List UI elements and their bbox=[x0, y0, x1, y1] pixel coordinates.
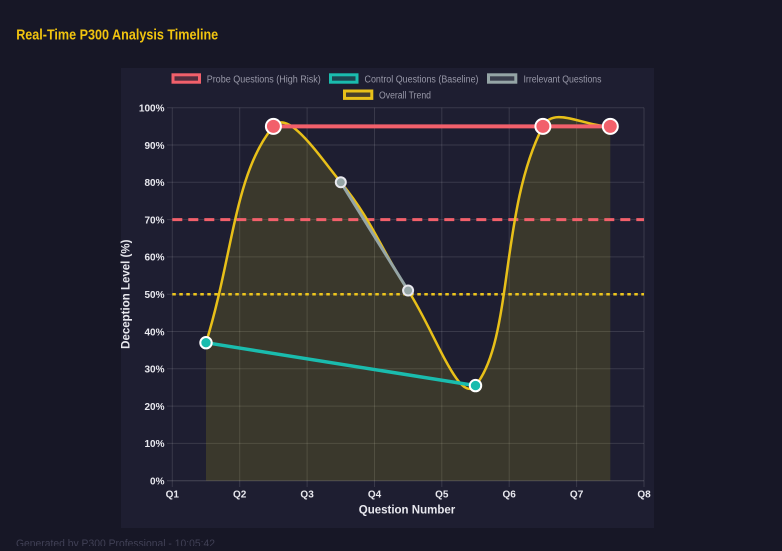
svg-text:60%: 60% bbox=[144, 253, 164, 264]
svg-text:Deception Level (%): Deception Level (%) bbox=[121, 239, 133, 348]
svg-text:Generated by P300 Professional: Generated by P300 Professional - 10:05:4… bbox=[16, 538, 215, 546]
svg-text:30%: 30% bbox=[144, 365, 164, 376]
svg-text:Q1: Q1 bbox=[166, 490, 180, 501]
svg-text:Q5: Q5 bbox=[435, 490, 449, 501]
svg-text:Probe Questions (High Risk): Probe Questions (High Risk) bbox=[207, 75, 321, 86]
svg-text:Q6: Q6 bbox=[503, 490, 517, 501]
svg-text:90%: 90% bbox=[144, 141, 164, 152]
svg-text:70%: 70% bbox=[144, 215, 164, 226]
svg-text:50%: 50% bbox=[144, 290, 164, 301]
svg-text:Q4: Q4 bbox=[368, 490, 382, 501]
svg-text:20%: 20% bbox=[144, 402, 164, 413]
svg-text:Q8: Q8 bbox=[637, 490, 651, 501]
svg-text:10%: 10% bbox=[144, 439, 164, 450]
svg-text:Q2: Q2 bbox=[233, 490, 247, 501]
svg-text:Overall Trend: Overall Trend bbox=[379, 91, 431, 102]
svg-text:Question Number: Question Number bbox=[359, 505, 456, 517]
svg-text:100%: 100% bbox=[139, 104, 165, 115]
svg-text:0%: 0% bbox=[150, 477, 165, 488]
svg-text:Real-Time P300 Analysis Timeli: Real-Time P300 Analysis Timeline bbox=[16, 27, 218, 44]
svg-text:Q3: Q3 bbox=[300, 490, 314, 501]
svg-text:40%: 40% bbox=[144, 327, 164, 338]
svg-text:Irrelevant Questions: Irrelevant Questions bbox=[524, 75, 602, 86]
svg-text:80%: 80% bbox=[144, 178, 164, 189]
svg-text:Q7: Q7 bbox=[570, 490, 584, 501]
svg-text:Control Questions (Baseline): Control Questions (Baseline) bbox=[365, 75, 479, 86]
